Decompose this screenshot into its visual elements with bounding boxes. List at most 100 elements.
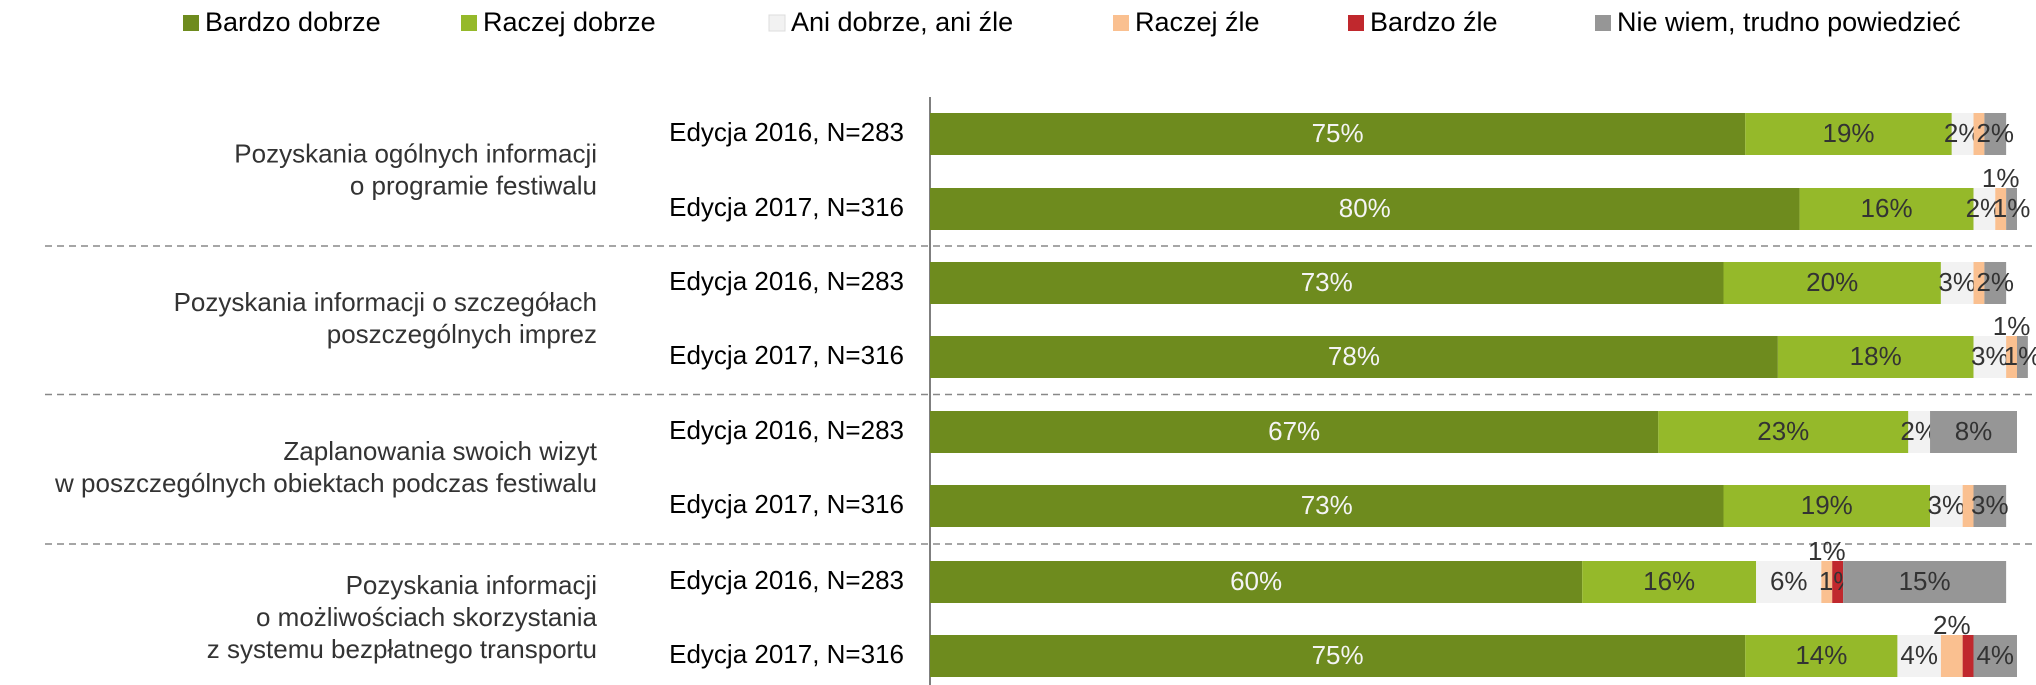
data-label: 3% bbox=[1938, 267, 1976, 297]
legend-swatch bbox=[183, 15, 199, 31]
bar-segment bbox=[1973, 262, 1985, 304]
bar-segment bbox=[1984, 113, 2007, 155]
bar-segment bbox=[1984, 262, 2007, 304]
data-label: 75% bbox=[1312, 640, 1364, 670]
data-label: 23% bbox=[1757, 416, 1809, 446]
bar-segment bbox=[1582, 561, 1757, 603]
bar-segment bbox=[1908, 411, 1931, 453]
legend-swatch bbox=[1595, 15, 1611, 31]
category-label: Edycja 2017, N=316 bbox=[669, 340, 904, 370]
data-label: 1% bbox=[1982, 163, 2020, 193]
group-label: w poszczególnych obiektach podczas festi… bbox=[54, 468, 597, 498]
legend-label: Bardzo źle bbox=[1370, 7, 1498, 37]
category-label: Edycja 2016, N=283 bbox=[669, 117, 904, 147]
data-label: 3% bbox=[1928, 490, 1966, 520]
bar-segment bbox=[1940, 262, 1974, 304]
legend-swatch bbox=[1348, 15, 1364, 31]
bar-segment bbox=[1777, 336, 1974, 378]
bar-segment bbox=[1745, 635, 1898, 677]
data-label: 1% bbox=[1993, 193, 2031, 223]
legend-label: Bardzo dobrze bbox=[205, 7, 381, 37]
bar-segment bbox=[1832, 561, 1844, 603]
data-label: 80% bbox=[1339, 193, 1391, 223]
bar-segment bbox=[930, 113, 1746, 155]
bar-segment bbox=[930, 485, 1724, 527]
bar-segment bbox=[930, 336, 1778, 378]
legend-label: Raczej źle bbox=[1135, 7, 1260, 37]
data-label: 18% bbox=[1850, 341, 1902, 371]
data-label: 67% bbox=[1268, 416, 1320, 446]
bar-segment bbox=[930, 561, 1583, 603]
bar-segment bbox=[1821, 561, 1833, 603]
legend-label: Raczej dobrze bbox=[483, 7, 656, 37]
bar-segment bbox=[930, 411, 1659, 453]
legend-swatch bbox=[768, 14, 786, 32]
data-label: 1% bbox=[2004, 341, 2036, 371]
group-label: Pozyskania ogólnych informacji bbox=[234, 138, 597, 168]
legend-swatch bbox=[461, 15, 477, 31]
data-label: 2% bbox=[1976, 267, 2014, 297]
category-label: Edycja 2017, N=316 bbox=[669, 489, 904, 519]
group-label: o programie festiwalu bbox=[350, 170, 597, 200]
data-label: 19% bbox=[1822, 118, 1874, 148]
bar-segment bbox=[2006, 336, 2017, 378]
bar-segment bbox=[930, 188, 1800, 230]
bar-segment bbox=[1843, 561, 2007, 603]
data-label: 73% bbox=[1301, 490, 1353, 520]
data-label: 20% bbox=[1806, 267, 1858, 297]
bar-segment bbox=[1962, 485, 1974, 527]
data-label: 1% bbox=[1808, 536, 1846, 566]
bar-segment bbox=[1962, 635, 1974, 677]
data-label: 4% bbox=[1976, 640, 2014, 670]
legend-swatch bbox=[1113, 15, 1129, 31]
group-label: Pozyskania informacji bbox=[346, 570, 597, 600]
group-label: Zaplanowania swoich wizyt bbox=[283, 436, 597, 466]
data-label: 1% bbox=[1993, 311, 2031, 341]
data-label: 16% bbox=[1861, 193, 1913, 223]
bar-segment bbox=[1973, 336, 2007, 378]
data-label: 6% bbox=[1770, 566, 1808, 596]
data-label: 15% bbox=[1899, 566, 1951, 596]
data-label: 60% bbox=[1230, 566, 1282, 596]
bar-segment bbox=[1930, 485, 1963, 527]
category-label: Edycja 2017, N=316 bbox=[669, 639, 904, 669]
category-label: Edycja 2016, N=283 bbox=[669, 266, 904, 296]
legend-label: Nie wiem, trudno powiedzieć bbox=[1617, 7, 1961, 37]
bar-segment bbox=[1973, 113, 1985, 155]
data-label: 19% bbox=[1801, 490, 1853, 520]
bar-segment bbox=[930, 635, 1746, 677]
group-label: o możliwościach skorzystania bbox=[256, 602, 598, 632]
bar-segment bbox=[1799, 188, 1974, 230]
data-label: 3% bbox=[1971, 341, 2009, 371]
data-label: 3% bbox=[1971, 490, 2009, 520]
data-label: 78% bbox=[1328, 341, 1380, 371]
data-label: 14% bbox=[1795, 640, 1847, 670]
bar-segment bbox=[1995, 188, 2007, 230]
bar-segment bbox=[1973, 635, 2017, 677]
group-label: poszczególnych imprez bbox=[327, 319, 597, 349]
bar-segment bbox=[2006, 188, 2017, 230]
data-label: 16% bbox=[1643, 566, 1695, 596]
data-label: 8% bbox=[1955, 416, 1993, 446]
bar-segment bbox=[1930, 411, 2017, 453]
group-label: Pozyskania informacji o szczegółach bbox=[174, 287, 597, 317]
bar-segment bbox=[1723, 262, 1941, 304]
data-label: 4% bbox=[1900, 640, 1938, 670]
bar-segment bbox=[930, 262, 1724, 304]
data-label: 75% bbox=[1312, 118, 1364, 148]
bar-segment bbox=[1973, 485, 2007, 527]
bar-segment bbox=[1951, 113, 1974, 155]
category-label: Edycja 2016, N=283 bbox=[669, 565, 904, 595]
category-label: Edycja 2016, N=283 bbox=[669, 415, 904, 445]
data-label: 2% bbox=[1976, 118, 2014, 148]
bar-segment bbox=[1940, 635, 1963, 677]
bar-segment bbox=[1756, 561, 1822, 603]
data-label: 2% bbox=[1933, 610, 1971, 640]
bar-segment bbox=[2017, 336, 2028, 378]
bar-segment bbox=[1658, 411, 1909, 453]
legend-label: Ani dobrze, ani źle bbox=[791, 7, 1013, 37]
bar-segment bbox=[1897, 635, 1941, 677]
category-label: Edycja 2017, N=316 bbox=[669, 192, 904, 222]
bar-segment bbox=[1973, 188, 1996, 230]
